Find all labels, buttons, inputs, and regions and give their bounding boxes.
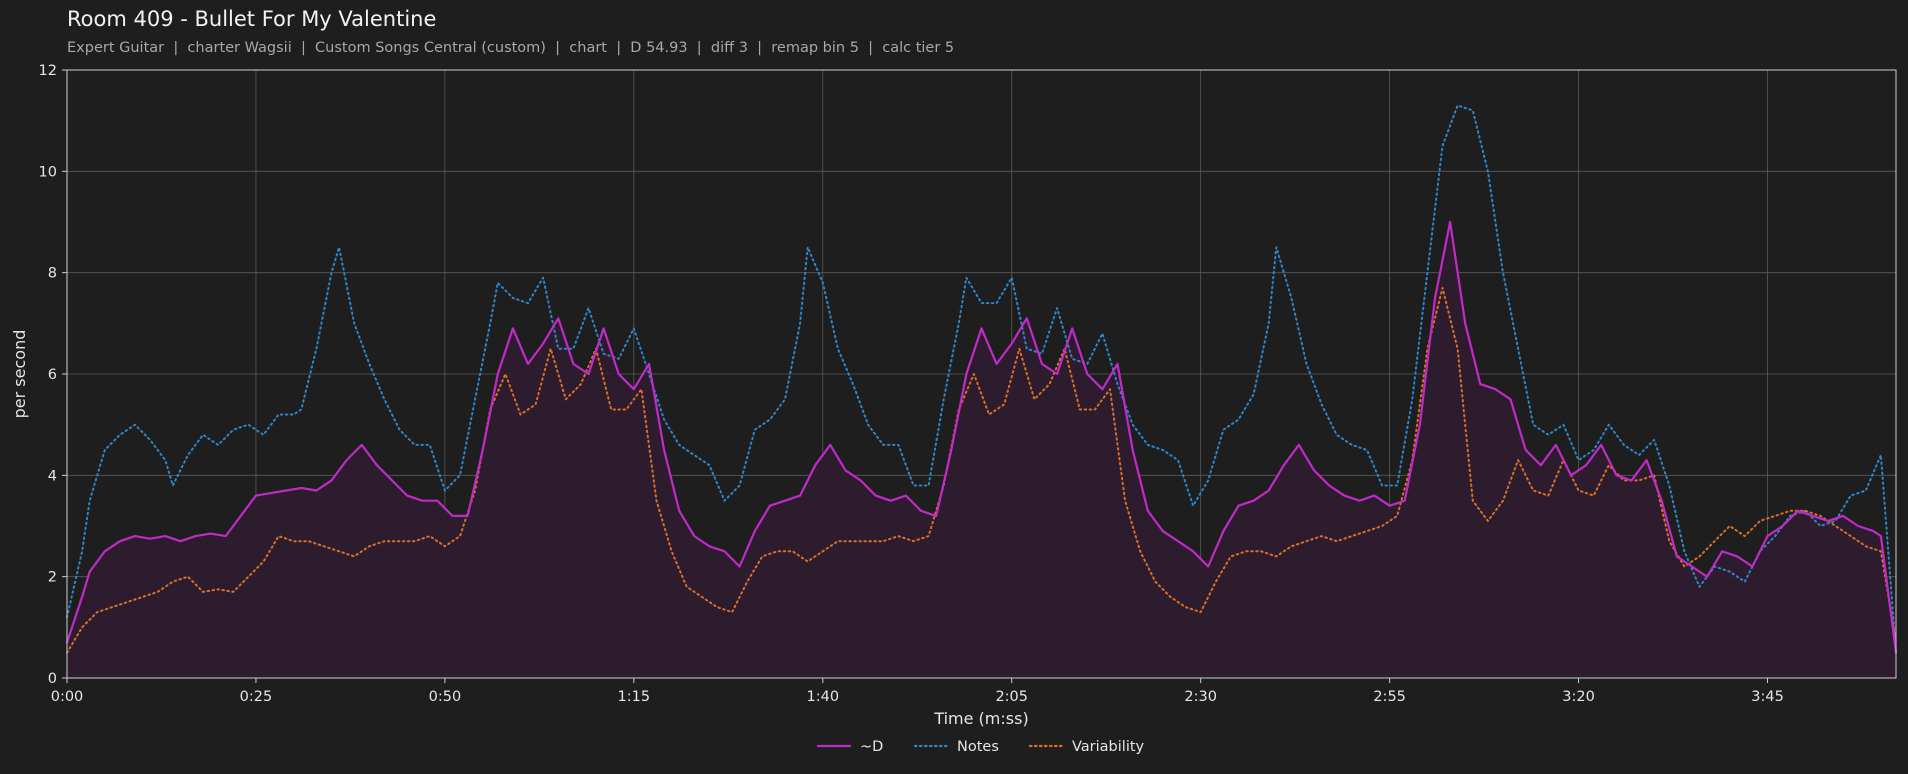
plot-area — [65, 104, 1898, 678]
chart-legend: ~D Notes Variability — [816, 739, 1145, 755]
x-tick-label: 0:25 — [240, 689, 273, 705]
y-tick-label: 2 — [48, 570, 57, 586]
series-line-d — [65, 220, 1898, 654]
x-tick-label: 2:05 — [995, 689, 1028, 705]
y-axis-ticks: 0 2 4 6 8 10 12 — [39, 63, 67, 687]
legend-label: ~D — [860, 739, 883, 755]
chart-subtitle: Expert Guitar | charter Wagsii | Custom … — [67, 40, 955, 56]
legend-label: Notes — [957, 739, 999, 755]
x-tick-label: 1:15 — [618, 689, 651, 705]
x-tick-label: 2:55 — [1373, 689, 1406, 705]
y-tick-label: 4 — [48, 468, 57, 484]
x-tick-label: 3:45 — [1751, 689, 1784, 705]
d-area-fill — [67, 222, 1896, 678]
x-tick-label: 2:30 — [1184, 689, 1217, 705]
x-tick-label: 3:20 — [1562, 689, 1595, 705]
x-axis-label: Time (m:ss) — [933, 709, 1028, 728]
x-tick-label: 0:00 — [51, 689, 84, 705]
series-line-variability — [66, 286, 1897, 654]
x-tick-label: 1:40 — [807, 689, 840, 705]
x-axis-ticks: 0:00 0:25 0:50 1:15 1:40 2:05 2:30 2:55 3:20 3:45 — [51, 678, 1784, 705]
series-line-notes — [66, 104, 1897, 654]
chart-title: Room 409 - Bullet For My Valentine — [67, 7, 437, 31]
y-tick-label: 12 — [39, 63, 57, 79]
y-tick-label: 6 — [48, 367, 57, 383]
y-tick-label: 10 — [39, 164, 57, 180]
y-tick-label: 0 — [48, 671, 57, 687]
x-tick-label: 0:50 — [429, 689, 462, 705]
y-tick-label: 8 — [48, 266, 57, 282]
legend-label: Variability — [1072, 739, 1145, 755]
y-axis-label: per second — [10, 330, 29, 419]
